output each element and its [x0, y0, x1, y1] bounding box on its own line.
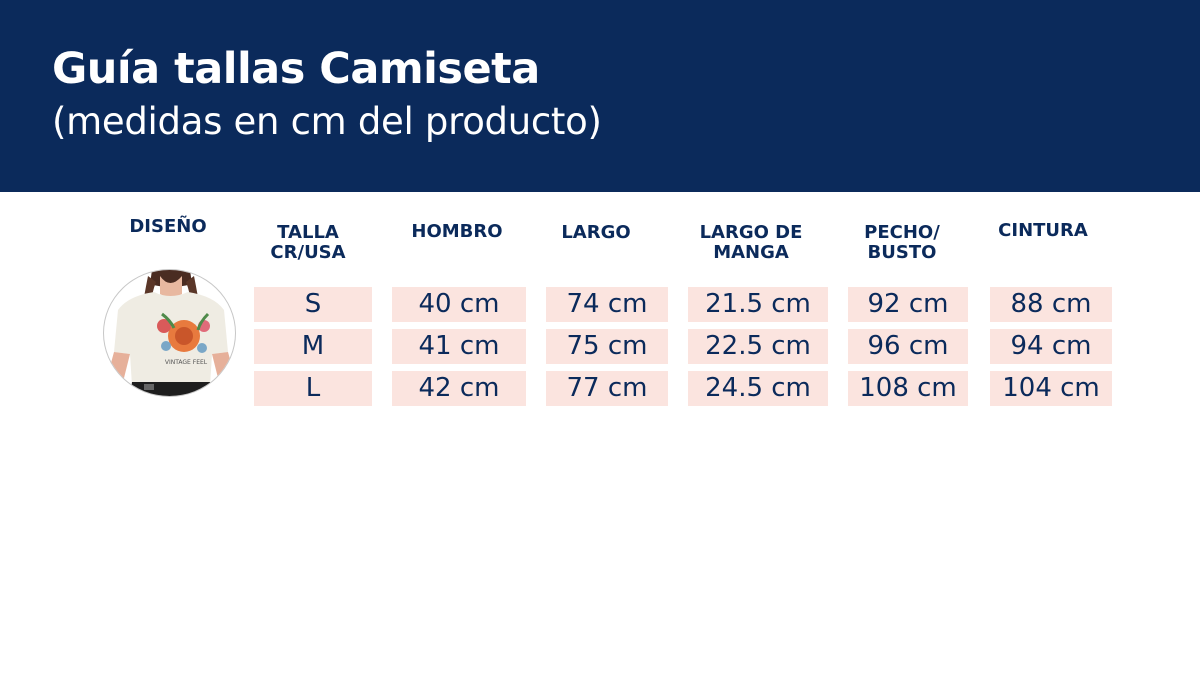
- col-header-largo: LARGO: [561, 222, 631, 243]
- col-header-largo-manga: LARGO DE MANGA: [686, 223, 816, 263]
- col-header-talla-line2: CR/USA: [270, 242, 346, 263]
- cell-pecho-l: 108 cm: [848, 371, 968, 406]
- cell-talla-m: M: [254, 329, 372, 364]
- page-title: Guía tallas Camiseta: [52, 44, 540, 94]
- header-banner: Guía tallas Camiseta (medidas en cm del …: [0, 0, 1200, 192]
- cell-largo-l: 77 cm: [546, 371, 668, 406]
- cell-largo-manga-s: 21.5 cm: [688, 287, 828, 322]
- col-header-pecho: PECHO/ BUSTO: [846, 223, 958, 263]
- page-subtitle: (medidas en cm del producto): [52, 100, 602, 143]
- cell-largo-manga-l: 24.5 cm: [688, 371, 828, 406]
- t-shirt-model-icon: VINTAGE FEEL: [108, 270, 234, 396]
- col-header-largo-manga-line1: LARGO DE: [699, 222, 803, 243]
- cell-hombro-s: 40 cm: [392, 287, 526, 322]
- col-header-talla: TALLA CR/USA: [248, 223, 368, 263]
- col-header-largo-manga-line2: MANGA: [713, 242, 789, 263]
- cell-largo-s: 74 cm: [546, 287, 668, 322]
- col-header-diseno: DISEÑO: [129, 216, 207, 237]
- cell-hombro-m: 41 cm: [392, 329, 526, 364]
- cell-cintura-l: 104 cm: [990, 371, 1112, 406]
- cell-cintura-s: 88 cm: [990, 287, 1112, 322]
- cell-pecho-s: 92 cm: [848, 287, 968, 322]
- col-header-pecho-line1: PECHO/: [864, 222, 940, 243]
- cell-largo-m: 75 cm: [546, 329, 668, 364]
- cell-pecho-m: 96 cm: [848, 329, 968, 364]
- col-header-hombro: HOMBRO: [411, 221, 503, 242]
- cell-cintura-m: 94 cm: [990, 329, 1112, 364]
- col-header-talla-line1: TALLA: [277, 222, 339, 243]
- cell-largo-manga-m: 22.5 cm: [688, 329, 828, 364]
- shirt-print-text: VINTAGE FEEL: [165, 359, 208, 366]
- col-header-cintura: CINTURA: [998, 220, 1088, 241]
- cell-talla-s: S: [254, 287, 372, 322]
- cell-hombro-l: 42 cm: [392, 371, 526, 406]
- design-image: VINTAGE FEEL: [103, 269, 236, 397]
- col-header-pecho-line2: BUSTO: [867, 242, 937, 263]
- cell-talla-l: L: [254, 371, 372, 406]
